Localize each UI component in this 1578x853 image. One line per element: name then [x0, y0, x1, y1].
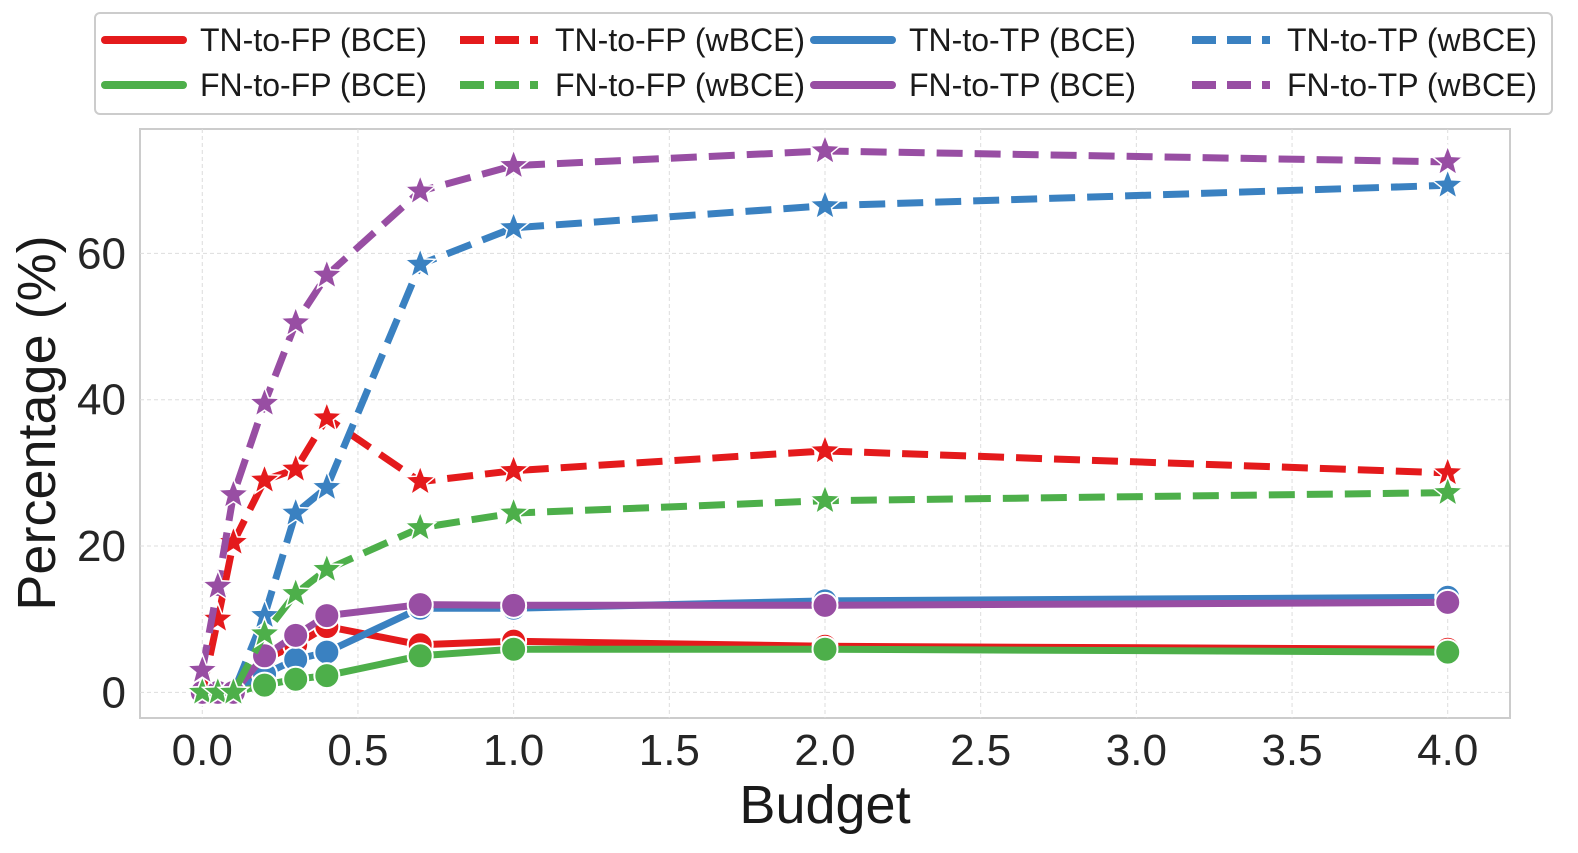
- data-point: [278, 451, 313, 484]
- legend-item-tn-to-tp-bce: TN-to-TP (BCE): [810, 22, 1136, 58]
- data-point: [247, 615, 282, 649]
- data-point: [200, 601, 236, 634]
- data-point: [496, 494, 531, 528]
- y-tick-label: 0: [102, 668, 126, 717]
- data-point: [402, 509, 438, 543]
- data-point: [309, 469, 344, 503]
- data-point: [313, 638, 341, 666]
- data-point: [406, 591, 434, 619]
- series-line-fn-to-tp-wbce: [198, 147, 1448, 672]
- legend-item-fn-to-tp-bce: FN-to-TP (BCE): [810, 67, 1136, 103]
- x-axis-label: Budget: [739, 775, 910, 835]
- data-point: [500, 591, 528, 619]
- legend-item-tn-to-fp-bce: TN-to-FP (BCE): [101, 22, 427, 58]
- data-point: [309, 399, 344, 433]
- data-point: [1430, 167, 1465, 201]
- data-point: [807, 187, 843, 221]
- data-point: [216, 524, 251, 557]
- legend-label: TN-to-TP (BCE): [909, 22, 1136, 58]
- data-point: [811, 591, 839, 619]
- y-axis-label: Percentage (%): [7, 235, 67, 610]
- legend: TN-to-FP (BCE) FN-to-FP (BCE) TN-to-FP (wB…: [94, 12, 1553, 115]
- legend-label: TN-to-FP (wBCE): [555, 22, 805, 58]
- legend-label: FN-to-TP (wBCE): [1287, 67, 1537, 103]
- data-point: [313, 662, 341, 690]
- data-point: [500, 635, 528, 663]
- data-point: [402, 246, 438, 280]
- data-point: [309, 257, 344, 291]
- data-point: [278, 494, 313, 528]
- legend-frame: [94, 12, 1553, 115]
- legend-label: TN-to-TP (wBCE): [1287, 22, 1537, 58]
- x-tick-label: 2.5: [950, 726, 1011, 775]
- axis-ticks: 0.0 0.5 1.0 1.5 2.0 2.5 3.0 3.5 4.0 0 20 40 60: [77, 229, 1478, 775]
- x-tick-label: 3.0: [1106, 726, 1167, 775]
- data-point: [216, 476, 251, 510]
- y-tick-label: 20: [77, 522, 126, 571]
- data-point: [185, 652, 220, 686]
- data-point: [402, 463, 438, 497]
- data-point: [1434, 588, 1462, 616]
- data-point: [282, 665, 310, 693]
- data-point: [216, 674, 251, 707]
- data-point: [278, 304, 313, 338]
- legend-item-fn-to-tp-wbce: FN-to-TP (wBCE): [1192, 67, 1537, 103]
- data-point: [496, 209, 531, 243]
- series-fn-to-tp-wbce: [185, 132, 1465, 686]
- data-point: [406, 642, 434, 670]
- legend-item-fn-to-fp-wbce: FN-to-FP (wBCE): [460, 67, 805, 103]
- data-point: [1434, 638, 1462, 666]
- data-point: [402, 173, 438, 206]
- data-point: [496, 147, 531, 181]
- x-tick-label: 3.5: [1261, 726, 1322, 775]
- data-point: [807, 432, 843, 466]
- data-point: [807, 482, 843, 516]
- legend-item-tn-to-tp-wbce: TN-to-TP (wBCE): [1192, 22, 1537, 58]
- x-tick-label: 1.0: [483, 726, 544, 775]
- data-point: [496, 452, 531, 486]
- x-tick-label: 4.0: [1417, 726, 1478, 775]
- data-point: [247, 462, 282, 495]
- grid: [140, 129, 1510, 718]
- data-point: [811, 635, 839, 663]
- legend-label: FN-to-FP (wBCE): [555, 67, 805, 103]
- data-point: [807, 132, 843, 166]
- x-tick-label: 2.0: [794, 726, 855, 775]
- legend-label: TN-to-FP (BCE): [200, 22, 427, 58]
- data-point: [200, 568, 236, 601]
- legend-label: FN-to-TP (BCE): [909, 67, 1136, 103]
- legend-item-tn-to-fp-wbce: TN-to-FP (wBCE): [460, 22, 805, 58]
- data-point: [1430, 474, 1465, 508]
- legend-item-fn-to-fp-bce: FN-to-FP (BCE): [101, 67, 427, 103]
- legend-label: FN-to-FP (BCE): [200, 67, 427, 103]
- x-tick-label: 0.5: [327, 726, 388, 775]
- series-layer: [185, 132, 1465, 708]
- x-tick-label: 1.5: [639, 726, 700, 775]
- data-point: [278, 575, 313, 609]
- data-point: [309, 551, 344, 585]
- data-point: [251, 671, 279, 699]
- series-fn-to-fp-wbce: [185, 474, 1465, 708]
- data-point: [282, 621, 310, 649]
- y-tick-label: 40: [77, 376, 126, 425]
- x-tick-label: 0.0: [172, 726, 233, 775]
- data-point: [1430, 143, 1465, 177]
- y-tick-label: 60: [77, 229, 126, 278]
- data-point: [247, 385, 282, 419]
- data-point: [313, 602, 341, 630]
